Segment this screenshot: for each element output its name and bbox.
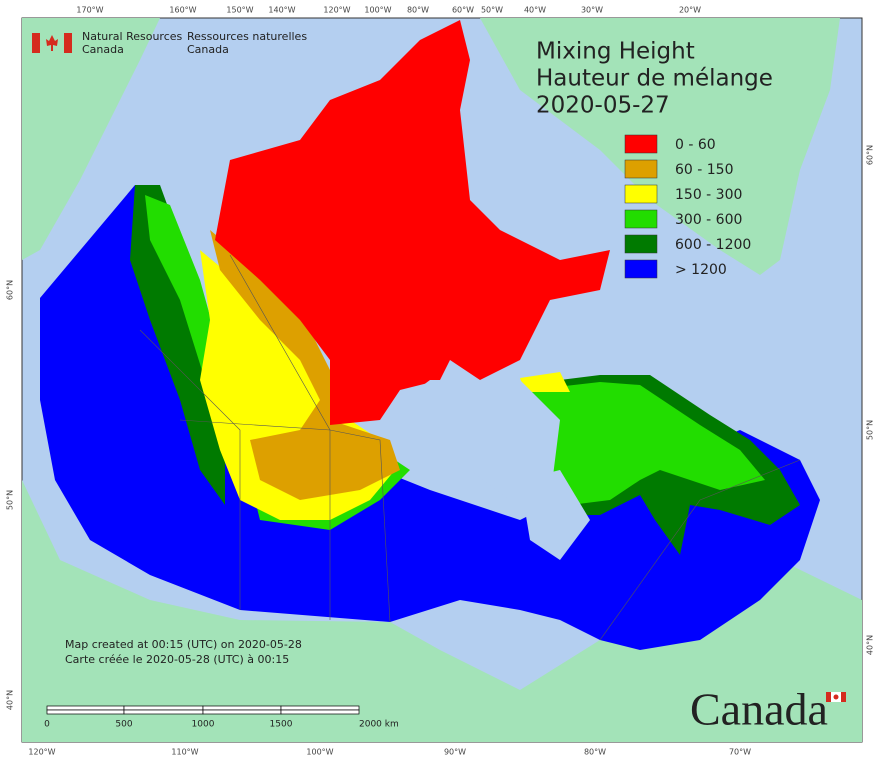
graticule-label: 120°W xyxy=(323,6,350,15)
wordmark-leaf xyxy=(833,694,839,700)
flag-leaf xyxy=(46,35,58,51)
legend-label: 300 - 600 xyxy=(675,212,742,228)
graticule-label: 80°W xyxy=(584,748,606,757)
graticule-label: 100°W xyxy=(364,6,391,15)
graticule-label: 90°W xyxy=(444,748,466,757)
wordmark: Canada xyxy=(690,684,828,735)
border xyxy=(179,419,331,431)
graticule-label: 20°W xyxy=(679,6,701,15)
legend-label: 150 - 300 xyxy=(675,187,742,203)
title: Mixing Height xyxy=(536,39,695,65)
scale-label: 0 xyxy=(44,720,50,730)
scale-segment xyxy=(123,705,204,711)
border xyxy=(139,329,241,610)
region xyxy=(22,18,160,260)
scale-segment xyxy=(202,709,282,715)
org-name: Ressources naturelles xyxy=(187,30,307,43)
scale-segment xyxy=(123,709,204,715)
graticule-label: 60°W xyxy=(452,6,474,15)
graticule-label: 120°W xyxy=(28,748,55,757)
region xyxy=(130,185,225,505)
scale-segment xyxy=(202,705,282,711)
graticule-label: 40°N xyxy=(6,690,15,710)
region xyxy=(210,230,400,500)
title: Hauteur de mélange xyxy=(536,66,773,92)
graticule-label: 50°W xyxy=(481,6,503,15)
note: Carte créée le 2020-05-28 (UTC) à 00:15 xyxy=(65,653,289,666)
region xyxy=(22,480,862,742)
graticule-label: 30°W xyxy=(581,6,603,15)
legend-swatch xyxy=(624,134,658,154)
graticule-label: 40°N xyxy=(866,635,875,655)
graticule-label: 110°W xyxy=(171,748,198,757)
region xyxy=(530,382,765,505)
title: 2020-05-27 xyxy=(536,93,670,119)
zones xyxy=(22,18,862,742)
graticule-label: 60°N xyxy=(6,280,15,300)
legend-label: 600 - 1200 xyxy=(675,237,751,253)
region xyxy=(480,18,840,275)
flag-bar xyxy=(32,33,40,53)
legend-swatch xyxy=(624,184,658,204)
graticule-label: 40°W xyxy=(524,6,546,15)
graticule-label: 170°W xyxy=(76,6,103,15)
graticule-label: 50°N xyxy=(866,420,875,440)
scale-label: 2000 km xyxy=(359,720,399,730)
scale-label: 1000 xyxy=(192,720,215,730)
org-name: Canada xyxy=(187,43,229,56)
region xyxy=(215,20,610,425)
region xyxy=(40,185,820,650)
graticule-label: 150°W xyxy=(226,6,253,15)
legend-label: > 1200 xyxy=(675,262,727,278)
border xyxy=(329,429,391,623)
region xyxy=(520,470,590,560)
graticule-label: 100°W xyxy=(306,748,333,757)
legend-label: 0 - 60 xyxy=(675,137,716,153)
graticule-label: 60°N xyxy=(866,145,875,165)
legend-swatch xyxy=(624,209,658,229)
graticule-label: 50°N xyxy=(6,490,15,510)
scale-label: 500 xyxy=(115,720,132,730)
flag-bar xyxy=(64,33,72,53)
region xyxy=(145,195,410,530)
legend-label: 60 - 150 xyxy=(675,162,734,178)
scale-segment xyxy=(280,705,360,711)
region xyxy=(390,380,560,500)
legend-swatch xyxy=(624,259,658,279)
org-name: Canada xyxy=(82,43,124,56)
border xyxy=(599,459,801,641)
org-name: Natural Resources xyxy=(82,30,183,43)
region xyxy=(520,372,570,392)
scale-segment xyxy=(46,709,125,715)
graticule-label: 140°W xyxy=(268,6,295,15)
scale-segment xyxy=(46,705,125,711)
legend-swatch xyxy=(624,234,658,254)
note: Map created at 00:15 (UTC) on 2020-05-28 xyxy=(65,638,302,651)
scale-label: 1500 xyxy=(270,720,293,730)
graticule-label: 70°W xyxy=(729,748,751,757)
graticule-label: 160°W xyxy=(169,6,196,15)
graticule-label: 80°W xyxy=(407,6,429,15)
legend-swatch xyxy=(624,159,658,179)
scale-segment xyxy=(280,709,360,715)
